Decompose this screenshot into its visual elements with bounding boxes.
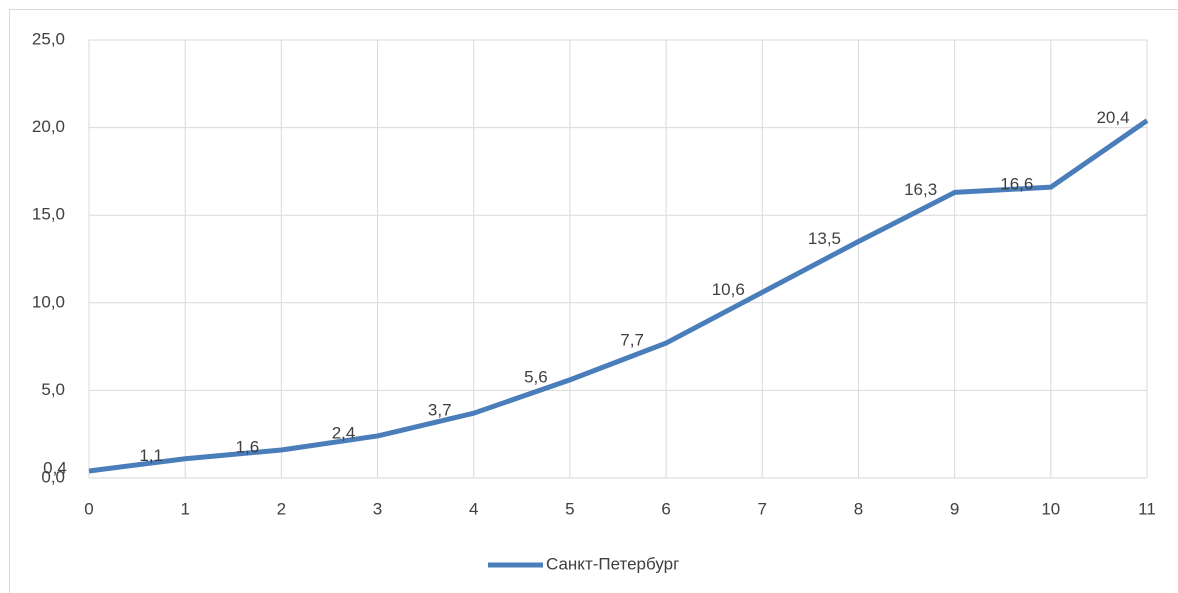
data-line [88, 118, 1149, 474]
data-label: 0,4 [43, 458, 67, 477]
y-tick-label: 0,0 [41, 467, 65, 486]
y-tick-label: 5,0 [41, 380, 65, 399]
data-label: 5,6 [524, 367, 548, 386]
x-tick-label: 0 [84, 499, 93, 518]
data-label: 16,6 [1000, 175, 1033, 194]
data-label: 7,7 [620, 331, 644, 350]
x-tick-label: 7 [758, 499, 767, 518]
x-tick-label: 2 [277, 499, 286, 518]
data-label: 13,5 [808, 229, 841, 248]
x-tick-label: 10 [1041, 499, 1060, 518]
data-label: 1,1 [139, 446, 163, 465]
x-tick-label: 4 [469, 499, 478, 518]
data-label: 16,3 [904, 180, 937, 199]
y-tick-label: 25,0 [32, 29, 65, 48]
data-label: 20,4 [1096, 108, 1129, 127]
chart-border [9, 9, 1178, 593]
data-label: 1,6 [236, 437, 260, 456]
x-tick-label: 11 [1138, 499, 1156, 518]
legend-label: Санкт-Петербург [546, 554, 679, 573]
data-label: 10,6 [712, 280, 745, 299]
data-label: 3,7 [428, 401, 452, 420]
y-tick-label: 10,0 [32, 292, 65, 311]
x-tick-label: 9 [950, 499, 959, 518]
x-tick-label: 5 [565, 499, 574, 518]
x-tick-label: 3 [373, 499, 382, 518]
x-tick-label: 8 [854, 499, 863, 518]
x-tick-label: 1 [180, 499, 189, 518]
y-tick-label: 15,0 [32, 205, 65, 224]
y-tick-label: 20,0 [32, 117, 65, 136]
x-tick-label: 6 [661, 499, 670, 518]
data-label: 2,4 [332, 423, 356, 442]
